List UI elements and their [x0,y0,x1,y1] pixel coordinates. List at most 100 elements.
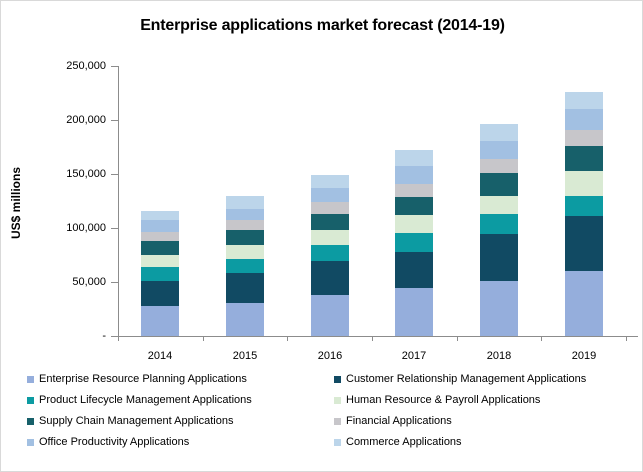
bar-2018-segment-supply-chain-management-applications [480,172,518,196]
legend-item-supply-chain-management-applications: Supply Chain Management Applications [27,415,334,427]
y-tick-label: 200,000 [66,114,106,126]
legend-swatch-financial-applications [334,417,341,425]
bar-2016-segment-human-resource-payroll-applications [311,230,349,246]
bar-2017-segment-human-resource-payroll-applications [395,215,433,234]
x-tick-mark [203,337,204,341]
legend-label-enterprise-resource-planning-applications: Enterprise Resource Planning Application… [39,373,247,385]
bar-2018-segment-office-productivity-applications [480,140,518,159]
bar-2017-segment-office-productivity-applications [395,166,433,184]
bar-2019-segment-human-resource-payroll-applications [565,170,603,196]
x-tick-mark [626,337,627,341]
bar-2018-segment-human-resource-payroll-applications [480,195,518,214]
legend-item-product-lifecycle-management-applications: Product Lifecycle Management Application… [27,394,334,406]
bar-2019-segment-product-lifecycle-management-applications [565,195,603,217]
legend-swatch-office-productivity-applications [27,438,34,446]
y-tick-label: - [102,330,106,342]
bar-2018-segment-product-lifecycle-management-applications [480,213,518,235]
y-axis-line [118,66,119,337]
y-tick-mark [111,336,118,337]
bar-2017-segment-commerce-applications [395,150,433,167]
bar-2019-segment-customer-relationship-management-applications [565,216,603,272]
x-tick-mark [118,337,119,341]
bar-2014-segment-human-resource-payroll-applications [141,255,179,267]
y-tick-mark [111,120,118,121]
bar-2017-segment-product-lifecycle-management-applications [395,233,433,252]
x-axis-label-2015: 2015 [232,350,258,362]
y-tick-mark [111,282,118,283]
bar-2018-segment-customer-relationship-management-applications [480,234,518,281]
bar-2016-segment-office-productivity-applications [311,188,349,203]
bar-2017-segment-financial-applications [395,183,433,197]
legend-label-customer-relationship-management-applications: Customer Relationship Management Applica… [346,373,587,385]
bar-2018-segment-commerce-applications [480,124,518,141]
bar-2015-segment-product-lifecycle-management-applications [226,259,264,274]
bar-2014-segment-customer-relationship-management-applications [141,280,179,306]
x-axis-label-2018: 2018 [486,350,512,362]
legend-swatch-enterprise-resource-planning-applications [27,375,34,383]
y-tick-label: 50,000 [72,276,106,288]
legend-label-product-lifecycle-management-applications: Product Lifecycle Management Application… [39,394,252,406]
legend-item-customer-relationship-management-applications: Customer Relationship Management Applica… [334,373,633,385]
bar-2019-segment-enterprise-resource-planning-applications [565,271,603,336]
bar-2014-segment-supply-chain-management-applications [141,240,179,255]
x-axis-label-2016: 2016 [317,350,343,362]
x-tick-mark [372,337,373,341]
bar-2019-segment-financial-applications [565,129,603,146]
legend-item-commerce-applications: Commerce Applications [334,436,633,448]
legend-item-enterprise-resource-planning-applications: Enterprise Resource Planning Application… [27,373,334,385]
bar-2016-segment-financial-applications [311,202,349,214]
bar-2014-segment-commerce-applications [141,210,179,221]
x-tick-mark [457,337,458,341]
legend-label-human-resource-payroll-applications: Human Resource & Payroll Applications [346,394,541,406]
bar-2017-segment-supply-chain-management-applications [395,196,433,216]
y-tick-label: 150,000 [66,168,106,180]
legend-label-supply-chain-management-applications: Supply Chain Management Applications [39,415,234,427]
legend-swatch-supply-chain-management-applications [27,417,34,425]
x-axis-label-2014: 2014 [147,350,173,362]
legend-swatch-customer-relationship-management-applications [334,375,341,383]
bar-2014-segment-financial-applications [141,232,179,241]
bar-2016-segment-commerce-applications [311,175,349,189]
legend-label-office-productivity-applications: Office Productivity Applications [39,436,190,448]
legend-item-office-productivity-applications: Office Productivity Applications [27,436,334,448]
bar-2017-segment-enterprise-resource-planning-applications [395,288,433,336]
bar-2015-segment-office-productivity-applications [226,208,264,221]
bar-2018-segment-enterprise-resource-planning-applications [480,280,518,336]
y-tick-mark [111,228,118,229]
bar-2015-segment-supply-chain-management-applications [226,230,264,246]
x-axis-label-2017: 2017 [401,350,427,362]
bar-2015-segment-customer-relationship-management-applications [226,273,264,303]
bar-2019-segment-commerce-applications [565,91,603,110]
legend-item-financial-applications: Financial Applications [334,415,633,427]
bar-2014-segment-product-lifecycle-management-applications [141,266,179,281]
x-tick-mark [287,337,288,341]
bar-2017-segment-customer-relationship-management-applications [395,251,433,289]
y-tick-label: 100,000 [66,222,106,234]
legend: Enterprise Resource Planning Application… [27,373,633,448]
chart-title: Enterprise applications market forecast … [140,17,505,34]
legend-swatch-product-lifecycle-management-applications [27,396,34,404]
bar-2019-segment-office-productivity-applications [565,109,603,130]
x-tick-mark [541,337,542,341]
bar-2016-segment-enterprise-resource-planning-applications [311,294,349,336]
bar-2016-segment-supply-chain-management-applications [311,213,349,231]
bar-2016-segment-product-lifecycle-management-applications [311,245,349,262]
y-tick-label: 250,000 [66,60,106,72]
bar-2019-segment-supply-chain-management-applications [565,145,603,171]
y-tick-mark [111,66,118,67]
legend-label-financial-applications: Financial Applications [346,415,452,427]
legend-label-commerce-applications: Commerce Applications [346,436,462,448]
bar-2015-segment-financial-applications [226,220,264,231]
bar-2014-segment-office-productivity-applications [141,220,179,233]
bar-2014-segment-enterprise-resource-planning-applications [141,305,179,336]
legend-swatch-human-resource-payroll-applications [334,396,341,404]
x-axis-label-2019: 2019 [571,350,597,362]
bar-2016-segment-customer-relationship-management-applications [311,261,349,295]
y-tick-mark [111,174,118,175]
bar-2015-segment-enterprise-resource-planning-applications [226,302,264,336]
legend-swatch-commerce-applications [334,438,341,446]
x-axis-line [118,336,638,337]
bar-2015-segment-commerce-applications [226,195,264,209]
bar-2015-segment-human-resource-payroll-applications [226,245,264,260]
bar-2018-segment-financial-applications [480,158,518,173]
